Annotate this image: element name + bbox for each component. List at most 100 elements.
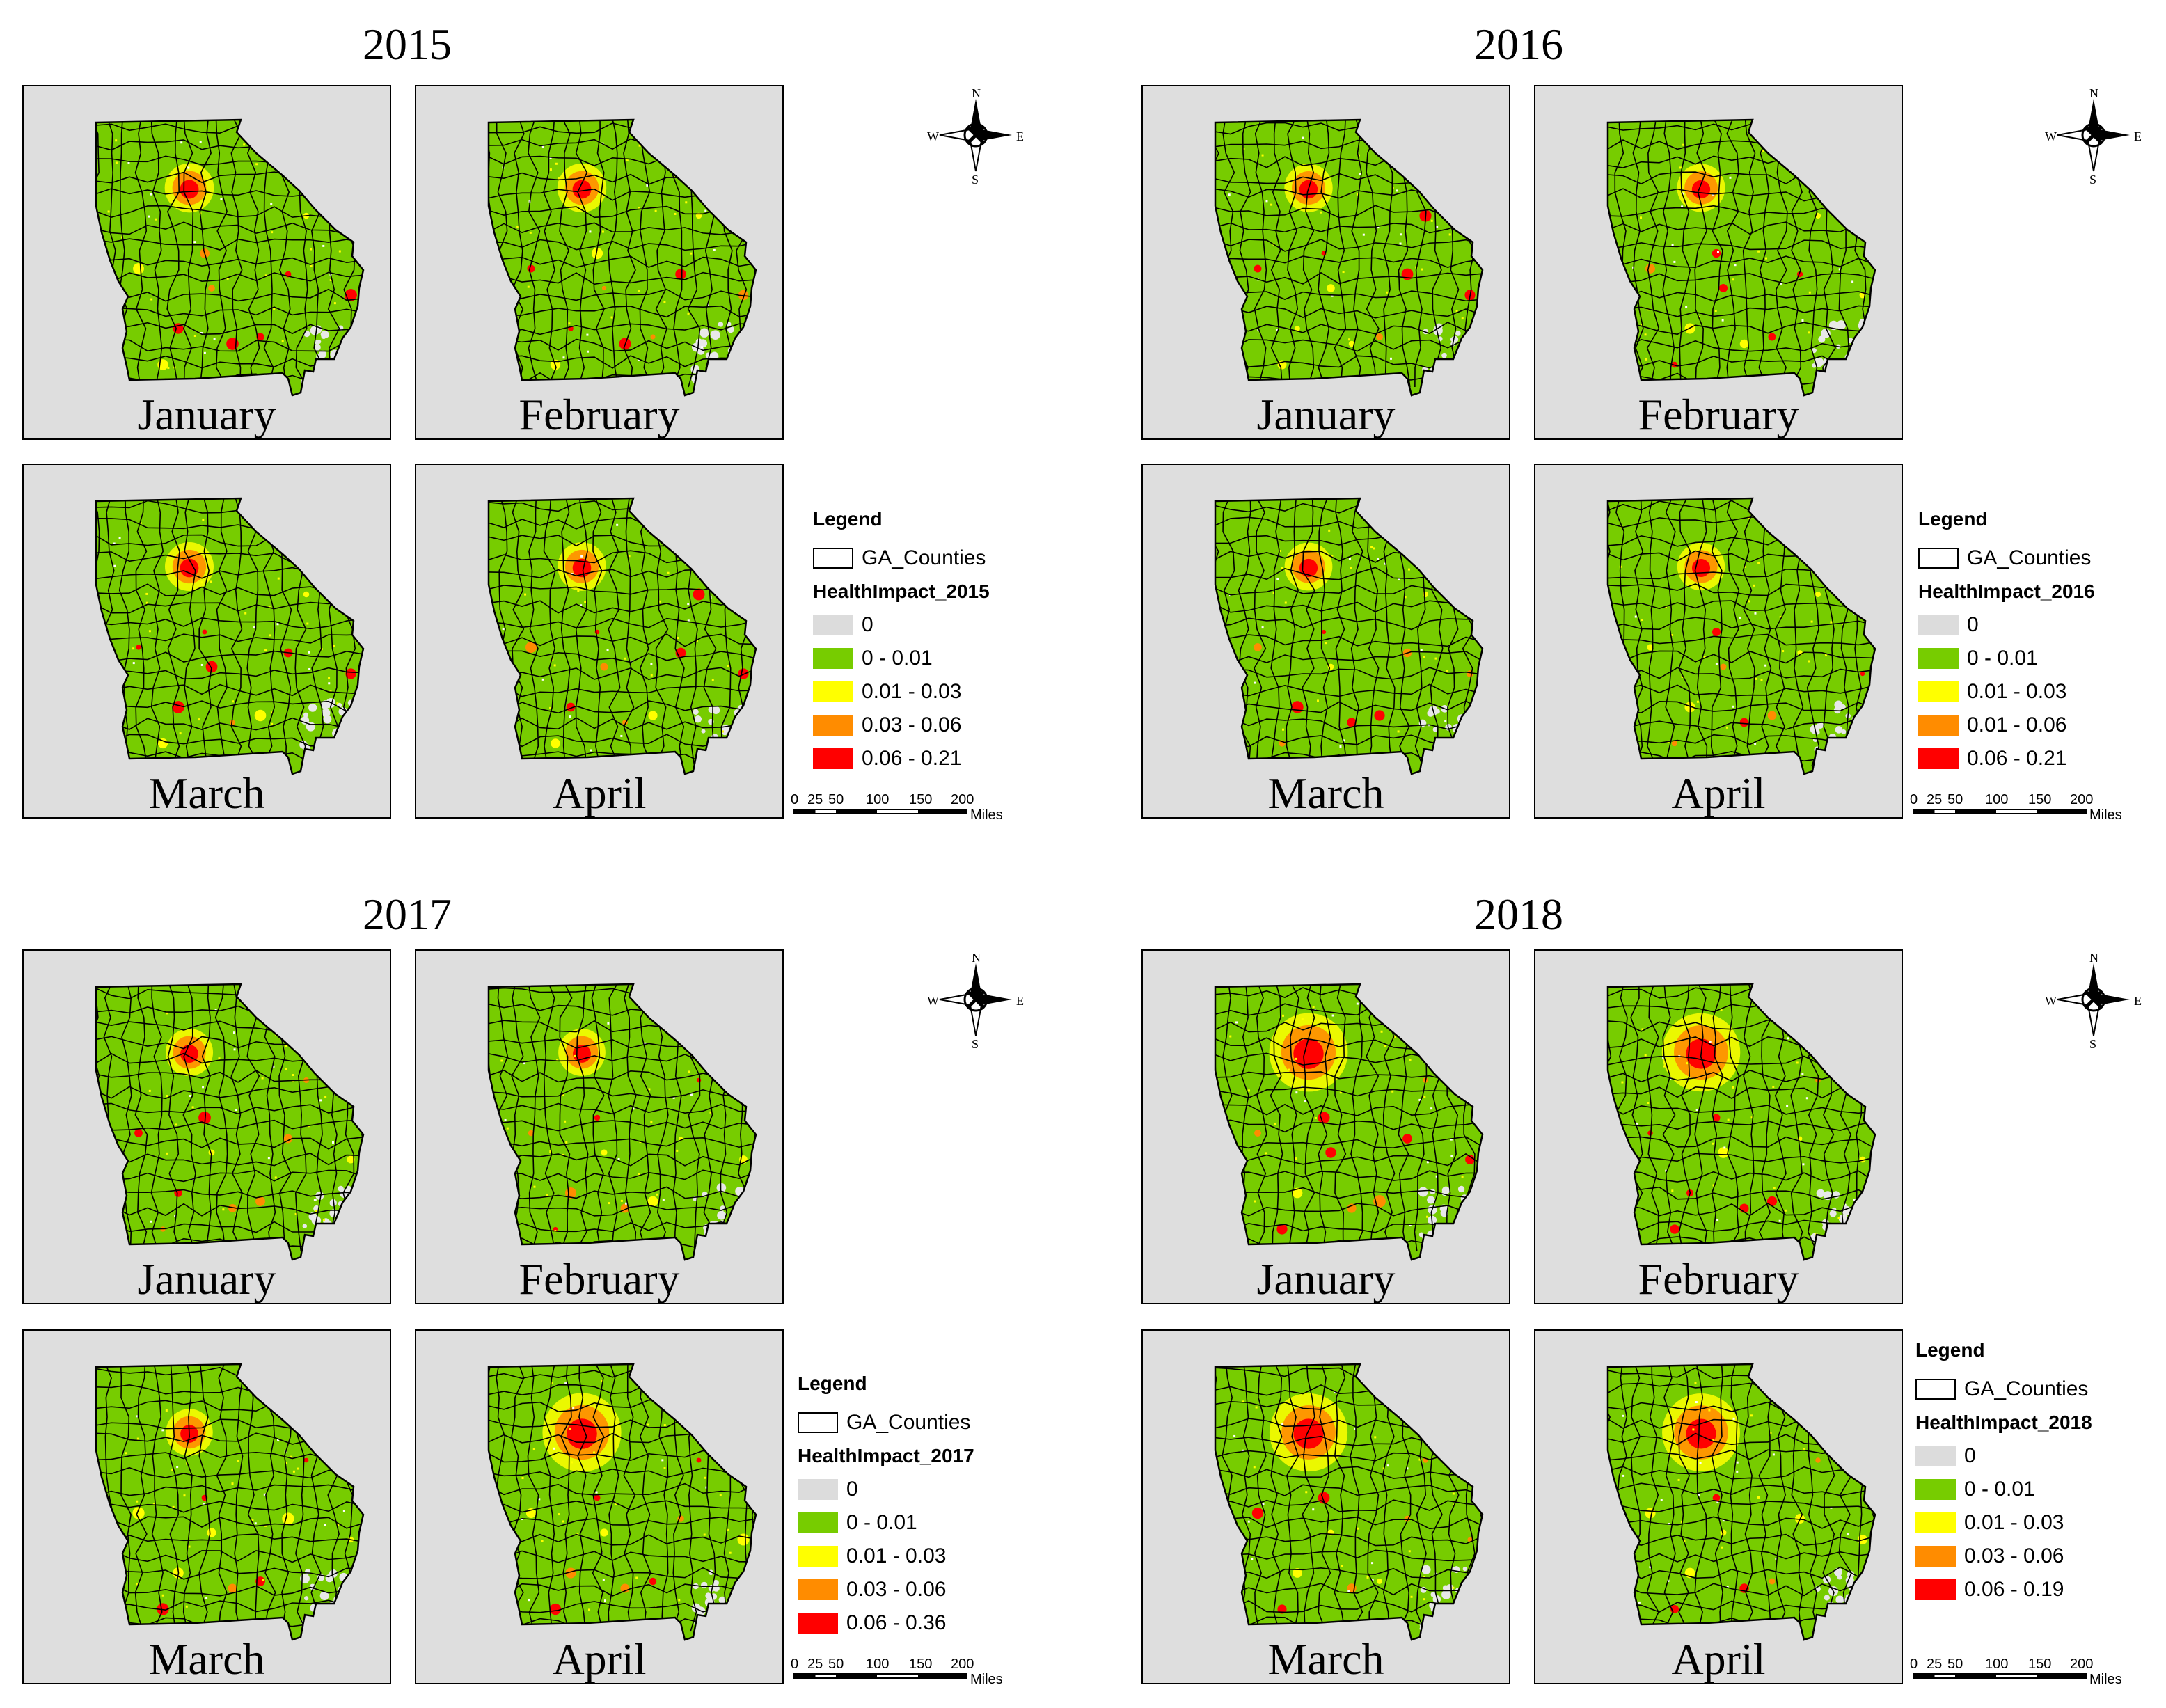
scale-units: Miles (2089, 1672, 2122, 1687)
legend-class-row: 0.06 - 0.21 (813, 742, 1050, 775)
legend-class-label: 0.01 - 0.03 (1967, 680, 2067, 703)
map-panel-april: April (1534, 464, 1903, 819)
north-arrow-icon: N S E W (927, 86, 1025, 187)
scale-tick: 50 (1947, 792, 1963, 807)
legend: Legend GA_Counties HealthImpact_2015 0 0… (813, 508, 1050, 775)
georgia-map (1606, 983, 1876, 1261)
map-body (1215, 984, 1483, 1260)
map-body (1608, 984, 1875, 1260)
scale-tick: 200 (951, 1656, 974, 1672)
scale-tick: 150 (909, 1656, 933, 1672)
map-body (489, 120, 756, 395)
georgia-map (95, 1363, 365, 1641)
state-outline (95, 983, 365, 1261)
georgia-map (1214, 1363, 1484, 1641)
scale-tick: 200 (2070, 1656, 2094, 1672)
legend-outline-label: GA_Counties (846, 1411, 971, 1434)
outline-swatch (798, 1412, 838, 1433)
north-arrow-icon: N S E W (2045, 951, 2142, 1051)
scale-bar-graphic (793, 809, 967, 814)
outline-swatch (813, 548, 853, 569)
legend-title: Legend (813, 508, 883, 530)
compass-n: N (2089, 86, 2098, 100)
map-panel-february: February (415, 949, 784, 1304)
map-panel-january: January (1141, 85, 1510, 440)
scale-tick: 200 (951, 792, 974, 807)
legend-swatch (813, 648, 853, 669)
compass-rose-icon (939, 99, 1012, 172)
month-label: January (137, 390, 276, 439)
legend-swatch (813, 681, 853, 702)
scale-bar-graphic (793, 1673, 967, 1679)
state-outline (1606, 118, 1876, 397)
map-panel-january: January (1141, 949, 1510, 1304)
state-outline (1606, 983, 1876, 1261)
legend-class-row: 0 - 0.01 (1918, 642, 2155, 675)
month-label: April (552, 768, 647, 818)
legend-layer-label: HealthImpact_2015 (813, 580, 990, 602)
compass-rose-icon (2057, 99, 2130, 172)
georgia-map (1214, 497, 1484, 775)
compass-s: S (2089, 173, 2097, 187)
state-outline (1214, 497, 1484, 775)
month-label: March (148, 1634, 265, 1684)
legend: Legend GA_Counties HealthImpact_2016 0 0… (1918, 508, 2155, 775)
outline-swatch (1918, 548, 1959, 569)
legend-class-row: 0.06 - 0.21 (1918, 742, 2155, 775)
legend-class-row: 0 (813, 608, 1050, 642)
compass-e: E (2134, 994, 2142, 1008)
state-outline (95, 497, 365, 775)
georgia-map (487, 497, 757, 775)
legend-swatch (798, 1613, 838, 1634)
legend-swatch (1918, 615, 1959, 635)
scale-bar: 0 25 50 100 150 200 Miles (1910, 792, 2140, 827)
scale-tick: 0 (1910, 792, 1918, 807)
state-fill (1608, 1364, 1875, 1640)
legend-outline-row: GA_Counties (1918, 541, 2155, 575)
legend-class-label: 0.03 - 0.06 (862, 713, 962, 736)
north-arrow-icon: N S E W (2045, 86, 2142, 187)
scale-bar: 0 25 50 100 150 200 Miles (791, 792, 1020, 827)
scale-tick: 50 (828, 1656, 844, 1672)
map-body (96, 984, 363, 1260)
compass-s: S (972, 1037, 979, 1051)
legend-swatch (1915, 1446, 1956, 1466)
scale-tick: 0 (791, 1656, 799, 1672)
map-body (1608, 1364, 1875, 1640)
legend-class-row: 0.01 - 0.03 (1915, 1506, 2152, 1540)
scale-tick: 25 (1927, 792, 1943, 807)
legend-outline-label: GA_Counties (862, 546, 986, 569)
month-label: March (148, 768, 265, 818)
georgia-map (95, 497, 365, 775)
georgia-map (1606, 118, 1876, 397)
year-title: 2017 (363, 889, 452, 939)
state-fill (96, 984, 363, 1260)
legend-layer-label: HealthImpact_2016 (1918, 580, 2095, 602)
state-fill (1215, 984, 1483, 1260)
scale-tick: 100 (1985, 792, 2009, 807)
legend-outline-row: GA_Counties (1915, 1373, 2152, 1406)
legend-class-label: 0.01 - 0.06 (1967, 713, 2067, 736)
legend-class-row: 0 - 0.01 (1915, 1473, 2152, 1506)
legend-class-label: 0.06 - 0.21 (862, 747, 962, 770)
state-outline (1214, 118, 1484, 397)
legend-class-label: 0.03 - 0.06 (1964, 1544, 2064, 1567)
map-panel-march: March (1141, 1329, 1510, 1684)
map-body (96, 1364, 363, 1640)
legend: Legend GA_Counties HealthImpact_2018 0 0… (1915, 1339, 2152, 1606)
legend-class-label: 0 - 0.01 (862, 647, 933, 670)
state-fill (1608, 984, 1875, 1260)
compass-rose-icon (2057, 963, 2130, 1036)
month-label: March (1267, 1634, 1384, 1684)
map-panel-february: February (1534, 85, 1903, 440)
state-outline (487, 497, 757, 775)
map-panel-february: February (1534, 949, 1903, 1304)
scale-tick: 150 (2028, 1656, 2052, 1672)
outline-swatch (1915, 1379, 1956, 1400)
state-outline (1606, 1363, 1876, 1641)
compass-e: E (2134, 129, 2142, 143)
map-body (489, 984, 756, 1260)
legend-class-label: 0 (862, 613, 873, 636)
legend-swatch (1915, 1512, 1956, 1533)
georgia-map (95, 983, 365, 1261)
